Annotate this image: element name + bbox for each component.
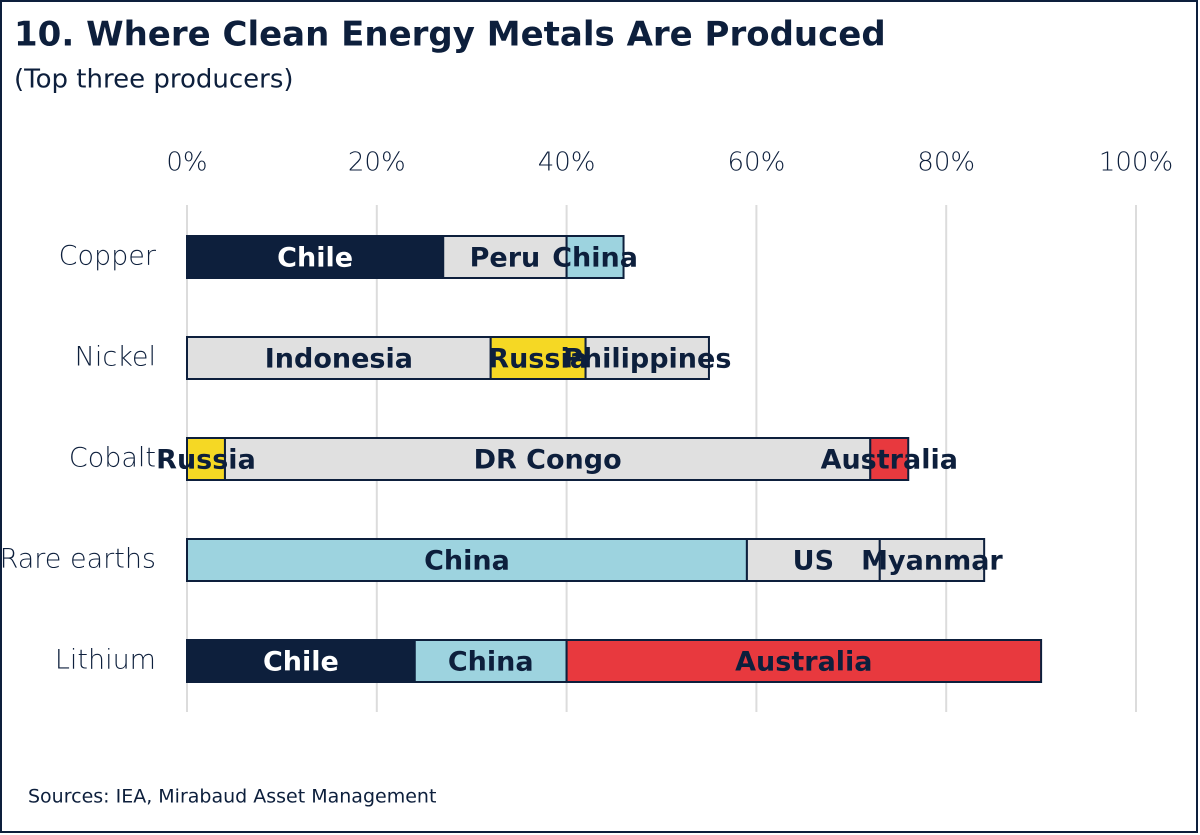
segment-label: Chile [263,647,339,678]
bar-segment [223,437,872,481]
bar-segment [186,235,445,279]
segment-label: Peru [470,243,541,274]
segment-label: DR Congo [474,445,622,476]
bar-segment [565,639,1043,683]
chart-subtitle: (Top three producers) [14,65,294,95]
x-tick-label: 20% [348,148,406,178]
segment-label: China [424,546,510,577]
y-tick-label: Nickel [75,342,156,373]
x-tick-label: 60% [728,148,786,178]
y-tick-label: Lithium [55,645,156,676]
bar-segment [489,336,587,380]
segment-label: Australia [821,445,958,476]
x-tick-label: 0% [166,148,207,178]
x-tick-label: 40% [538,148,596,178]
bar-segment [186,639,416,683]
bar-segment [869,437,910,481]
segment-label: Russia [488,344,588,375]
bar-segment [584,336,710,380]
source: Sources: IEA, Mirabaud Asset Management [28,786,436,808]
segment-label: China [552,243,638,274]
y-tick-label: Rare earths [0,544,156,575]
y-tick-label: Copper [59,241,157,272]
segment-label: Myanmar [861,546,1003,577]
segment-label: Philippines [563,344,731,375]
segment-label: US [793,546,834,577]
bar-segment [878,538,986,582]
x-tick-label: 80% [917,148,975,178]
segment-label: China [448,647,534,678]
bar-segment [186,538,748,582]
x-tick-label: 100% [1099,148,1173,178]
y-tick-label: Cobalt [69,443,156,474]
chart-title: 10. Where Clean Energy Metals Are Produc… [14,15,886,55]
segment-label: Chile [277,243,353,274]
bar-segment [745,538,881,582]
segment-label: Australia [735,647,872,678]
segment-label: Russia [156,445,256,476]
segment-label: Indonesia [265,344,413,375]
bar-segment [186,437,226,481]
bar-segment [186,336,492,380]
bar-segment [565,235,625,279]
